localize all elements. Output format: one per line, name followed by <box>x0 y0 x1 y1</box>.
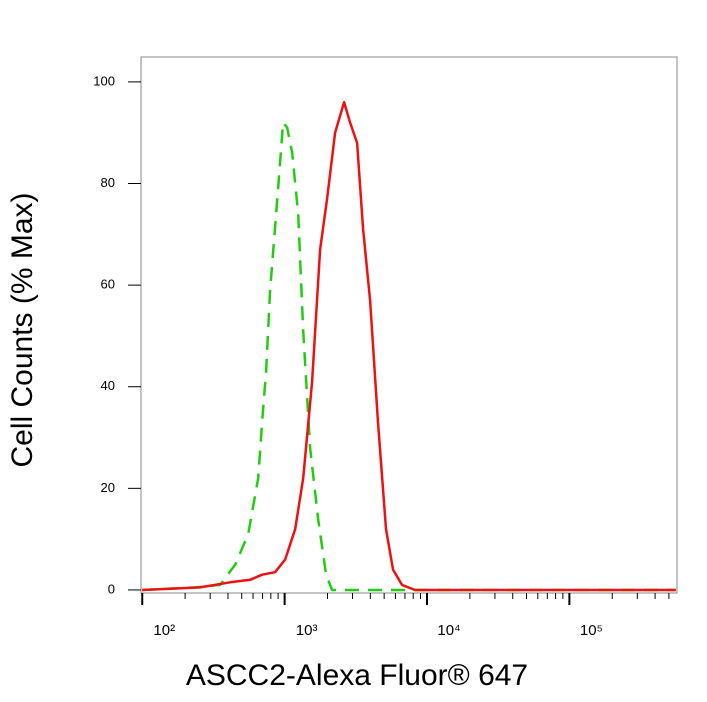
x-tick-label: 10³ <box>296 622 318 639</box>
plot-frame <box>140 56 678 594</box>
y-tick-label: 60 <box>101 277 115 292</box>
x-axis-title: ASCC2-Alexa Fluor® 647 <box>186 659 528 692</box>
x-tick-label: 10⁵ <box>580 622 603 639</box>
series-line <box>142 121 676 592</box>
y-tick-label: 80 <box>101 175 115 190</box>
series-line <box>142 100 676 592</box>
y-axis-title: Cell Counts (% Max) <box>6 192 39 467</box>
y-tick-label: 0 <box>108 581 115 596</box>
x-tick-label: 10² <box>153 622 175 639</box>
y-tick-label: 100 <box>93 73 115 88</box>
y-tick-label: 20 <box>101 480 115 495</box>
x-tick-label: 10⁴ <box>437 622 460 639</box>
y-tick-label: 40 <box>101 378 115 393</box>
